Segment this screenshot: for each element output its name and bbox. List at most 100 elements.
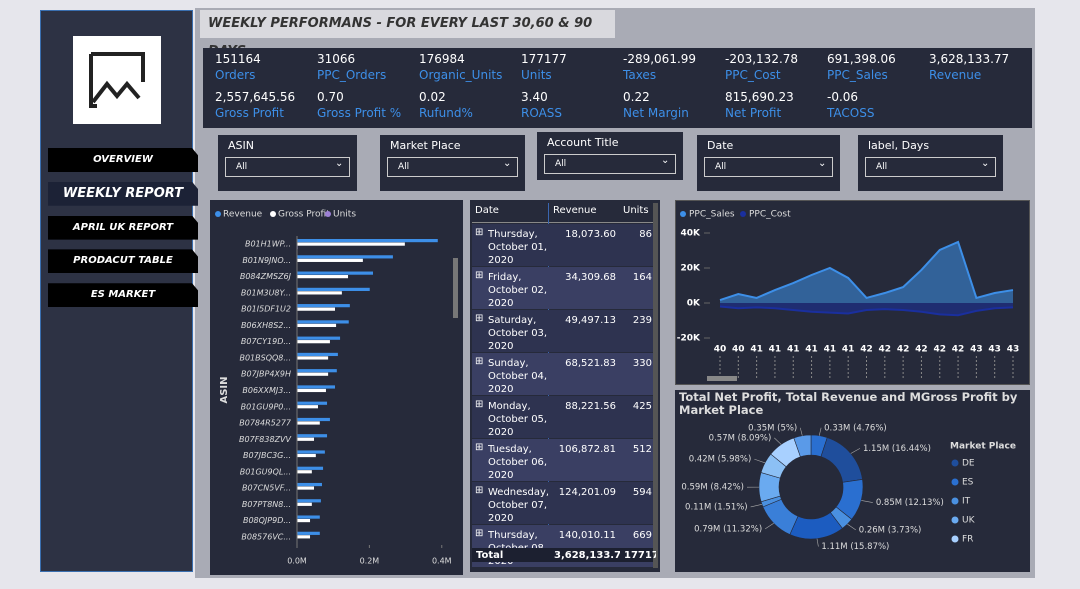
nav-button[interactable]: APRIL UK REPORT — [48, 215, 198, 240]
legend-marker — [680, 211, 686, 217]
table-cell-number: 34,309.68 — [565, 272, 616, 283]
scrollbar — [453, 258, 458, 318]
page-title: WEEKLY PERFORMANS - FOR EVERY LAST 30,60… — [200, 10, 615, 59]
legend-label: Revenue — [223, 210, 263, 220]
bar — [297, 434, 328, 438]
table-row — [472, 224, 653, 266]
bar — [297, 291, 342, 295]
y-tick-label: B01BSQQ8... — [239, 353, 291, 362]
table-cell-number: 68,521.83 — [565, 358, 616, 369]
x-tick-label: 42 — [879, 345, 892, 355]
y-tick-label: B07F838ZVV — [239, 435, 291, 444]
donut-label: 0.57M (8.09%) — [709, 433, 772, 443]
expand-icon: ⊞ — [475, 227, 484, 238]
donut-label: 0.26M (3.73%) — [859, 525, 922, 535]
legend-marker — [951, 497, 959, 505]
slicer-box — [380, 135, 525, 191]
x-tick-label: 42 — [897, 345, 910, 355]
kpi-label: Gross Profit % — [317, 106, 402, 120]
bar — [297, 437, 315, 441]
nav-button[interactable]: ES MARKET — [48, 283, 198, 308]
chevron: ⌄ — [981, 158, 990, 169]
table-cell-number: 18,073.60 — [565, 229, 616, 240]
header-rule — [472, 222, 656, 223]
table-cell-number: 239 — [632, 315, 652, 326]
donut-label: 1.11M (15.87%) — [821, 542, 889, 552]
logo-icon — [89, 52, 145, 108]
y-tick-label: 0K — [687, 299, 701, 309]
bar — [297, 356, 329, 360]
bar — [297, 531, 320, 535]
slicer-label: Market Place — [390, 139, 461, 152]
y-tick-label: B08576VC... — [241, 532, 291, 541]
table-row — [472, 353, 653, 395]
slicer-dropdown[interactable]: All — [387, 157, 518, 177]
chevron: ⌄ — [335, 158, 344, 169]
table-row — [472, 310, 653, 352]
kpi-value: 0.22 — [623, 90, 650, 104]
table-cell-number: 512 — [632, 444, 652, 455]
legend-marker — [215, 211, 221, 217]
table-cell-date: Monday, October 05, 2020 — [488, 401, 548, 438]
expand-icon: ⊞ — [475, 270, 484, 281]
leader-line — [799, 427, 803, 436]
x-tick-label: 42 — [952, 345, 965, 355]
slicer-box — [537, 132, 683, 180]
legend-marker — [270, 211, 276, 217]
legend-marker — [325, 211, 331, 217]
table-row — [472, 396, 653, 438]
bar — [297, 307, 335, 311]
bar — [297, 275, 349, 279]
leader-line — [818, 427, 822, 436]
kpi-label: ROASS — [521, 106, 563, 120]
kpi-label: Net Profit — [725, 106, 782, 120]
kpi-value: 176984 — [419, 52, 465, 66]
x-tick-label: 42 — [915, 345, 928, 355]
kpi-value: 815,690.23 — [725, 90, 794, 104]
y-tick-label: B01I5DF1U2 — [241, 305, 291, 314]
legend-marker — [951, 459, 959, 467]
chevron: ⌄ — [503, 158, 512, 169]
table-cell-date: Tuesday, October 06, 2020 — [488, 444, 548, 481]
bar — [297, 486, 315, 490]
y-tick-label: B07JBC3G... — [243, 451, 291, 460]
legend-label: DE — [962, 459, 975, 469]
legend-label: Units — [333, 210, 356, 220]
kpi-label: Organic_Units — [419, 68, 503, 82]
nav-button[interactable]: OVERVIEW — [48, 148, 198, 172]
table-cell-number: 86 — [639, 229, 652, 240]
nav-button[interactable]: WEEKLY REPORT — [48, 181, 198, 206]
bar — [297, 518, 311, 523]
y-tick-label: B0784R5277 — [239, 419, 292, 428]
bar — [297, 470, 312, 474]
kpi-label: Revenue — [929, 68, 982, 82]
bar — [297, 369, 337, 373]
table-cell-number: 594 — [632, 487, 652, 498]
legend-label: Gross Profit — [278, 210, 330, 220]
slicer-dropdown[interactable]: All — [225, 157, 350, 177]
bar — [297, 239, 438, 243]
slicer-dropdown[interactable]: All — [704, 157, 833, 177]
legend-marker — [740, 211, 746, 217]
kpi-value: 151164 — [215, 52, 261, 66]
kpi-label: Gross Profit — [215, 106, 284, 120]
slicer-dropdown[interactable]: All — [544, 154, 676, 174]
table-cell-date: Wednesday, October 07, 2020 — [488, 487, 548, 524]
table-header: Revenue — [553, 205, 597, 216]
table-cell-number: 164 — [632, 272, 652, 283]
bar — [297, 502, 312, 506]
line — [719, 240, 1014, 301]
kpi-value: -289,061.99 — [623, 52, 697, 66]
slicer-box — [218, 135, 357, 191]
nav-button[interactable]: PRODACUT TABLE — [48, 249, 198, 274]
x-tick-label: 41 — [769, 345, 782, 355]
x-tick-label: 42 — [860, 345, 873, 355]
x-tick-label: 42 — [933, 345, 946, 355]
kpi-label: TACOSS — [827, 106, 875, 120]
slicer-dropdown[interactable]: All — [865, 157, 996, 177]
table-cell-number: 330 — [632, 358, 652, 369]
y-tick-label: B07JBP4X9H — [241, 370, 291, 379]
total-row — [472, 548, 653, 562]
x-tick-label: 43 — [970, 345, 983, 355]
